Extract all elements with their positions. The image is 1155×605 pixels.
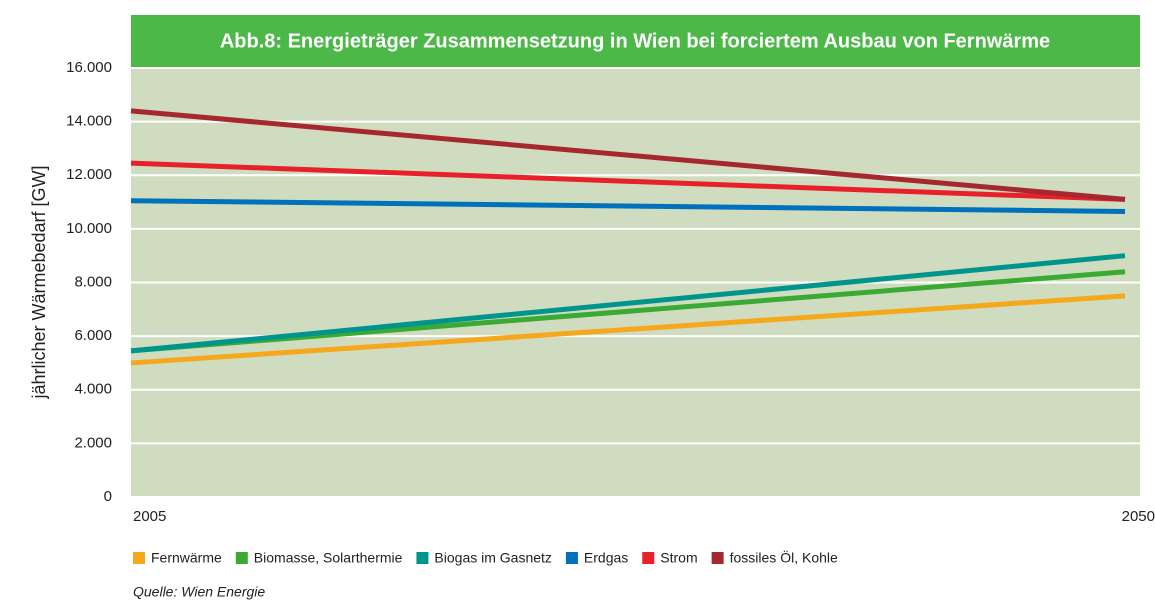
y-tick-label: 2.000 <box>74 434 112 451</box>
x-tick-label: 2005 <box>133 508 166 525</box>
source: Quelle: Wien Energie <box>133 584 265 600</box>
chart-title: Abb.8: Energieträger Zusammensetzung in … <box>220 30 1050 52</box>
line-series <box>130 269 1126 354</box>
legend-swatch <box>565 552 578 564</box>
y-tick-label: 14.000 <box>66 113 112 130</box>
line-series <box>130 160 1126 202</box>
legend-label: Strom <box>660 550 697 566</box>
y-tick-label: 0 <box>104 488 112 505</box>
y-tick-label: 16.000 <box>66 59 112 76</box>
y-axis-label: jährlicher Wärmebedarf [GW] <box>29 165 49 399</box>
line-series <box>130 253 1126 354</box>
x-tick-label: 2050 <box>1122 508 1155 525</box>
legend-label: Erdgas <box>584 550 628 566</box>
title-banner <box>131 15 1140 68</box>
legend-swatch <box>711 552 724 564</box>
y-tick-label: 8.000 <box>74 273 112 290</box>
legend-swatch <box>133 552 145 564</box>
y-tick-label: 10.000 <box>66 220 112 237</box>
legend-label: Biomasse, Solarthermie <box>254 550 403 566</box>
line-series <box>130 293 1126 366</box>
legend-label: Fernwärme <box>151 550 222 566</box>
line-series <box>130 198 1126 214</box>
line-series <box>130 108 1126 202</box>
legend-label: Biogas im Gasnetz <box>434 550 552 566</box>
legend-swatch <box>416 552 429 564</box>
y-tick-label: 6.000 <box>74 327 112 344</box>
y-tick-label: 4.000 <box>74 381 112 398</box>
legend-swatch <box>235 552 248 564</box>
y-tick-label: 12.000 <box>66 166 112 183</box>
legend-swatch <box>642 552 655 564</box>
legend-label: fossiles Öl, Kohle <box>730 549 838 566</box>
